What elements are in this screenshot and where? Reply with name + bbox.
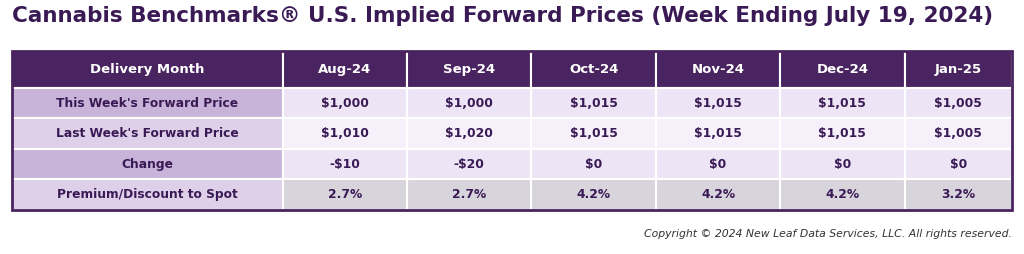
Text: Jan-25: Jan-25 (935, 63, 982, 76)
Text: $0: $0 (949, 157, 967, 170)
Text: $1,015: $1,015 (694, 97, 742, 110)
Text: $1,015: $1,015 (818, 97, 866, 110)
Text: Copyright © 2024 New Leaf Data Services, LLC. All rights reserved.: Copyright © 2024 New Leaf Data Services,… (644, 229, 1012, 239)
Text: Aug-24: Aug-24 (318, 63, 372, 76)
Text: Change: Change (122, 157, 173, 170)
Text: $1,010: $1,010 (321, 127, 369, 140)
Text: -$10: -$10 (330, 157, 360, 170)
Text: This Week's Forward Price: This Week's Forward Price (56, 97, 239, 110)
Text: 4.2%: 4.2% (701, 188, 735, 201)
Text: $1,015: $1,015 (694, 127, 742, 140)
Text: Dec-24: Dec-24 (816, 63, 868, 76)
Text: $1,015: $1,015 (569, 97, 617, 110)
Text: 3.2%: 3.2% (941, 188, 975, 201)
Text: $1,000: $1,000 (445, 97, 494, 110)
Text: Premium/Discount to Spot: Premium/Discount to Spot (57, 188, 238, 201)
Text: Delivery Month: Delivery Month (90, 63, 205, 76)
Text: $1,000: $1,000 (321, 97, 369, 110)
Text: $1,015: $1,015 (569, 127, 617, 140)
Text: Nov-24: Nov-24 (691, 63, 744, 76)
Text: 4.2%: 4.2% (825, 188, 859, 201)
Text: Oct-24: Oct-24 (569, 63, 618, 76)
Text: $1,005: $1,005 (934, 127, 982, 140)
Text: -$20: -$20 (454, 157, 484, 170)
Text: 2.7%: 2.7% (452, 188, 486, 201)
Text: $0: $0 (585, 157, 602, 170)
Text: $1,015: $1,015 (818, 127, 866, 140)
Text: Sep-24: Sep-24 (443, 63, 496, 76)
Text: Last Week's Forward Price: Last Week's Forward Price (56, 127, 239, 140)
Text: 2.7%: 2.7% (328, 188, 361, 201)
Text: $1,020: $1,020 (445, 127, 494, 140)
Text: $0: $0 (710, 157, 727, 170)
Text: $0: $0 (834, 157, 851, 170)
Text: $1,005: $1,005 (934, 97, 982, 110)
Text: 4.2%: 4.2% (577, 188, 610, 201)
Text: Cannabis Benchmarks® U.S. Implied Forward Prices (Week Ending July 19, 2024): Cannabis Benchmarks® U.S. Implied Forwar… (12, 6, 993, 26)
